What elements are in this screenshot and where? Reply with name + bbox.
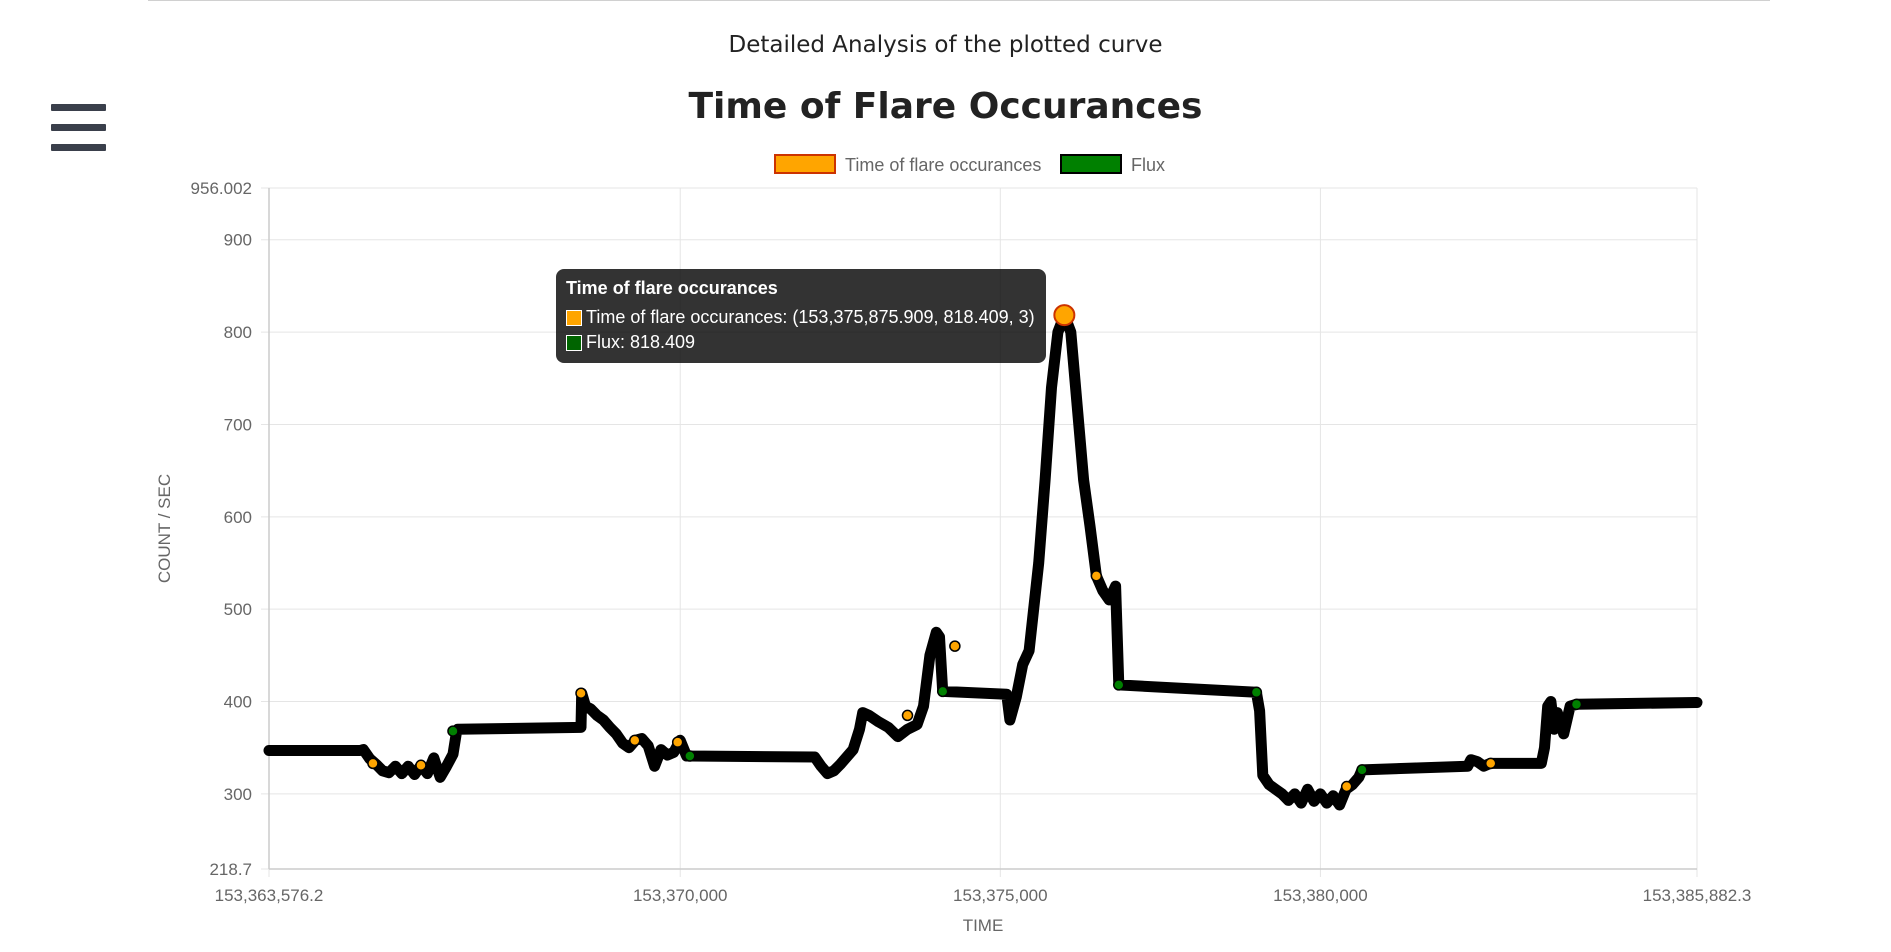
flux-point — [1570, 698, 1583, 711]
tooltip-row-flux: Flux: 818.409 — [566, 330, 1036, 355]
flare-point — [671, 736, 684, 748]
y-axis-title: COUNT / SEC — [155, 474, 174, 583]
flare-point — [1090, 570, 1103, 582]
tooltip-swatch-flare — [566, 309, 582, 326]
x-tick-label: 153,375,000 — [953, 886, 1048, 905]
y-tick-label: 500 — [224, 600, 252, 619]
flux-point — [1356, 764, 1368, 776]
flux-point — [684, 750, 696, 762]
legend-swatch-flare — [774, 154, 836, 174]
tooltip-swatch-flux — [566, 334, 582, 351]
flare-point — [1484, 757, 1497, 770]
y-tick-label: 700 — [224, 415, 252, 434]
flare-point — [415, 759, 427, 772]
tooltip-text-flare: Time of flare occurances: (153,375,875.9… — [586, 307, 1035, 327]
hamburger-menu-icon[interactable] — [51, 104, 106, 152]
flare-point — [949, 640, 961, 652]
flare-point — [1340, 780, 1353, 793]
flux-line-dense — [263, 309, 1703, 811]
y-tick-label: 600 — [224, 508, 252, 527]
x-tick-label: 153,385,882.3 — [1643, 886, 1752, 905]
data-points — [367, 304, 1583, 793]
flux-point — [447, 725, 459, 737]
chart-legend: Time of flare occurances Flux — [774, 154, 1165, 175]
flux-line-series — [263, 309, 1703, 811]
chart-title: Time of Flare Occurances — [688, 86, 1203, 127]
tooltip-text-flux: Flux: 818.409 — [586, 332, 696, 352]
page-heading: Detailed Analysis of the plotted curve — [728, 32, 1163, 58]
flux-point — [1113, 679, 1125, 691]
flare-point — [629, 734, 641, 747]
chart-tooltip: Time of flare occurances Time of flare o… — [556, 269, 1046, 363]
flare-point — [1053, 304, 1076, 327]
y-tick-label: 218.7 — [209, 860, 252, 879]
x-tick-label: 153,380,000 — [1273, 886, 1368, 905]
legend-swatch-flux — [1060, 154, 1122, 174]
x-axis-title: TIME — [963, 916, 1004, 935]
flare-point — [367, 757, 379, 770]
flare-point — [901, 709, 914, 722]
axes: 153,363,576.2 153,370,000 153,375,000 153,3… — [155, 179, 1751, 935]
legend-label-flare: Time of flare occurances — [845, 155, 1041, 175]
x-tick-label: 153,370,000 — [633, 886, 728, 905]
tooltip-title: Time of flare occurances — [566, 278, 778, 298]
y-tick-label: 800 — [224, 323, 252, 342]
top-divider — [148, 0, 1770, 1]
y-tick-label: 300 — [224, 785, 252, 804]
y-tick-label: 900 — [224, 231, 252, 250]
legend-label-flux: Flux — [1131, 155, 1165, 175]
tooltip-row-flare: Time of flare occurances: (153,375,875.9… — [566, 305, 1036, 330]
y-tick-label: 956.002 — [191, 179, 252, 198]
flux-point — [1250, 686, 1263, 699]
flare-point — [575, 687, 587, 699]
flux-point — [936, 685, 949, 698]
y-tick-label: 400 — [224, 693, 252, 712]
x-tick-label: 153,363,576.2 — [215, 886, 324, 905]
